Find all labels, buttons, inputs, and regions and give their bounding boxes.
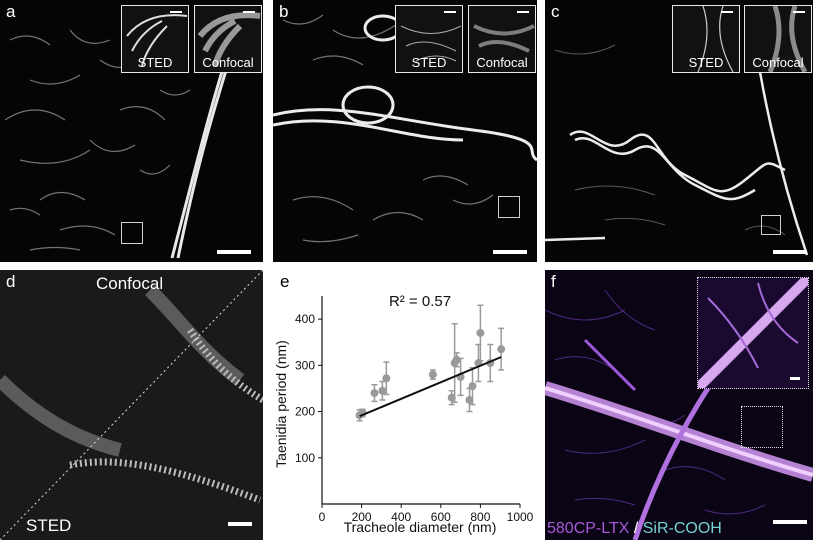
x-tick-label: 1000: [507, 510, 534, 524]
roi-box: [761, 215, 781, 235]
scale-bar: [493, 250, 527, 254]
panel-b-sted-inset: STED: [395, 5, 463, 73]
scale-bar: [773, 520, 807, 524]
x-tick-label: 200: [352, 510, 372, 524]
data-marks: [355, 304, 506, 422]
inset-scale-bar: [517, 11, 529, 13]
y-axis-label: Taenidia period (nm): [273, 340, 289, 468]
panel-c-micrograph: c STED Confocal: [545, 0, 813, 262]
tracheole-image: [0, 270, 263, 540]
stain-name-580cp-ltx: 580CP-LTX: [547, 520, 630, 537]
stain-caption: 580CP-LTX / SiR-COOH: [547, 520, 722, 538]
sted-caption: STED: [688, 55, 724, 70]
inset-scale-bar: [790, 377, 800, 380]
panel-f-label: f: [551, 272, 556, 291]
confocal-inset-image: [197, 12, 261, 67]
panel-a-confocal-inset: Confocal: [194, 5, 262, 73]
fiber-network-image: [273, 14, 537, 243]
data-point: [476, 328, 485, 337]
roi-box: [741, 406, 783, 448]
inset-scale-bar: [444, 11, 456, 13]
panel-c-confocal-inset: Confocal: [744, 5, 812, 73]
inset-scale-bar: [793, 11, 805, 13]
r-squared-annotation: R² = 0.57: [389, 293, 451, 310]
stained-tracheole-image: [545, 289, 813, 540]
confocal-inset-image: [473, 24, 535, 53]
panel-b-confocal-inset: Confocal: [468, 5, 536, 73]
x-tick-label: 600: [431, 510, 451, 524]
taenidia-scatter-chart: Taenidia period (nm) Tracheole diameter …: [273, 293, 534, 535]
x-tick-label: 800: [470, 510, 490, 524]
data-point: [382, 374, 391, 383]
y-tick-label: 100: [295, 451, 315, 465]
data-point: [452, 355, 461, 364]
panel-c-label: c: [551, 2, 560, 21]
x-axis-label: Tracheole diameter (nm): [344, 519, 497, 535]
roi-box: [498, 196, 520, 218]
scale-bar: [773, 250, 807, 254]
data-point: [370, 389, 379, 398]
axes: 0 200 400 600 800 1000 100 200 300 400: [295, 296, 534, 524]
roi-box: [121, 222, 143, 244]
panel-f-micrograph: f 580CP-LTX / SiR-COOH: [545, 270, 813, 540]
panel-a-micrograph: a STED Confocal: [0, 0, 263, 262]
sted-inset-image: [126, 14, 188, 67]
inset-scale-bar: [721, 11, 733, 13]
confocal-caption: Confocal: [476, 55, 528, 70]
zoom-inset-image: [698, 278, 808, 388]
panel-f-zoom-inset: [697, 277, 809, 389]
sted-caption: STED: [137, 55, 173, 70]
y-tick-label: 300: [295, 358, 315, 372]
data-point: [497, 345, 506, 354]
data-point: [447, 393, 456, 402]
panel-d-label: d: [6, 272, 16, 291]
scale-bar: [217, 250, 251, 254]
panel-d-micrograph: d Confocal STED: [0, 270, 263, 540]
scale-bar: [228, 522, 252, 526]
sted-caption: STED: [411, 55, 447, 70]
x-tick-label: 0: [319, 510, 326, 524]
sted-label: STED: [26, 516, 72, 535]
inset-scale-bar: [243, 11, 255, 13]
x-tick-label: 400: [391, 510, 411, 524]
data-point: [465, 396, 474, 404]
panel-e-label: e: [280, 272, 290, 291]
y-tick-label: 200: [295, 405, 315, 419]
confocal-caption: Confocal: [202, 55, 254, 70]
panel-a-sted-inset: STED: [121, 5, 189, 73]
panel-b-label: b: [279, 2, 289, 21]
regression-line: [359, 356, 502, 418]
data-point: [378, 386, 387, 395]
sted-inset-image: [400, 25, 462, 62]
stain-separator: /: [629, 520, 643, 537]
data-point: [468, 382, 477, 391]
stain-name-sir-cooh: SiR-COOH: [642, 520, 722, 537]
panel-a-label: a: [6, 2, 16, 21]
panel-e-chart: e Taenidia period (nm) Tracheole diamete…: [270, 268, 542, 540]
data-point: [428, 370, 437, 379]
inset-scale-bar: [170, 11, 182, 13]
confocal-label: Confocal: [96, 274, 164, 293]
panel-c-sted-inset: STED: [672, 5, 740, 73]
confocal-caption: Confocal: [752, 55, 804, 70]
panel-b-micrograph: b STED Confocal: [273, 0, 537, 262]
y-tick-label: 400: [295, 312, 315, 326]
